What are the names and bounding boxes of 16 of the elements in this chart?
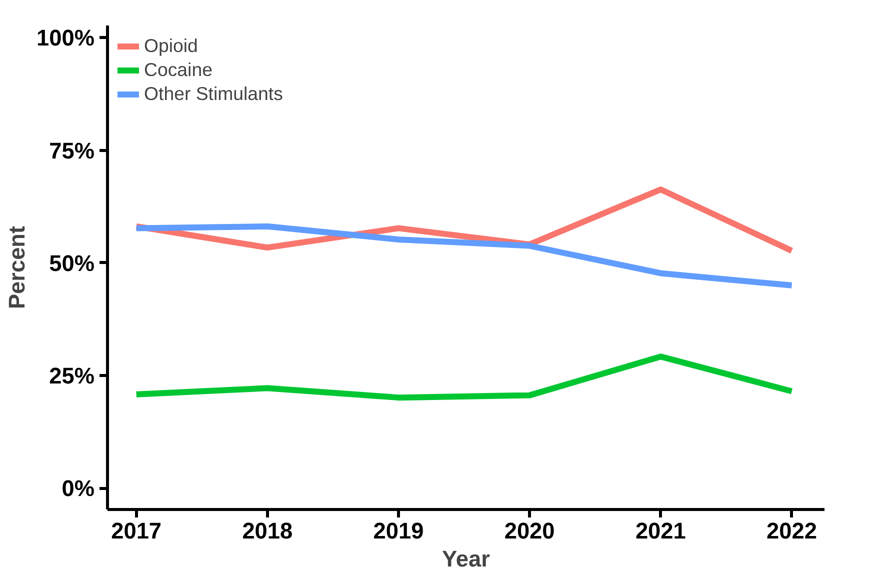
y-tick-label: 100%: [36, 24, 95, 51]
legend-label: Cocaine: [144, 59, 212, 81]
y-tick-label: 0%: [62, 475, 95, 502]
legend-label: Opioid: [144, 35, 198, 57]
y-axis-title: Percent: [4, 225, 30, 310]
y-tick-label: 25%: [49, 362, 95, 388]
legend-label: Other Stimulants: [144, 83, 283, 105]
y-tick-label: 50%: [49, 250, 95, 276]
x-tick-label: 2019: [373, 518, 424, 544]
x-tick-label: 2020: [504, 518, 555, 544]
x-tick-label: 2018: [242, 518, 293, 544]
x-tick-label: 2022: [766, 518, 817, 544]
x-tick-label: 2017: [111, 518, 162, 544]
x-tick-label: 2021: [635, 518, 686, 544]
x-axis-title: Year: [442, 546, 490, 572]
y-tick-label: 75%: [49, 137, 95, 164]
